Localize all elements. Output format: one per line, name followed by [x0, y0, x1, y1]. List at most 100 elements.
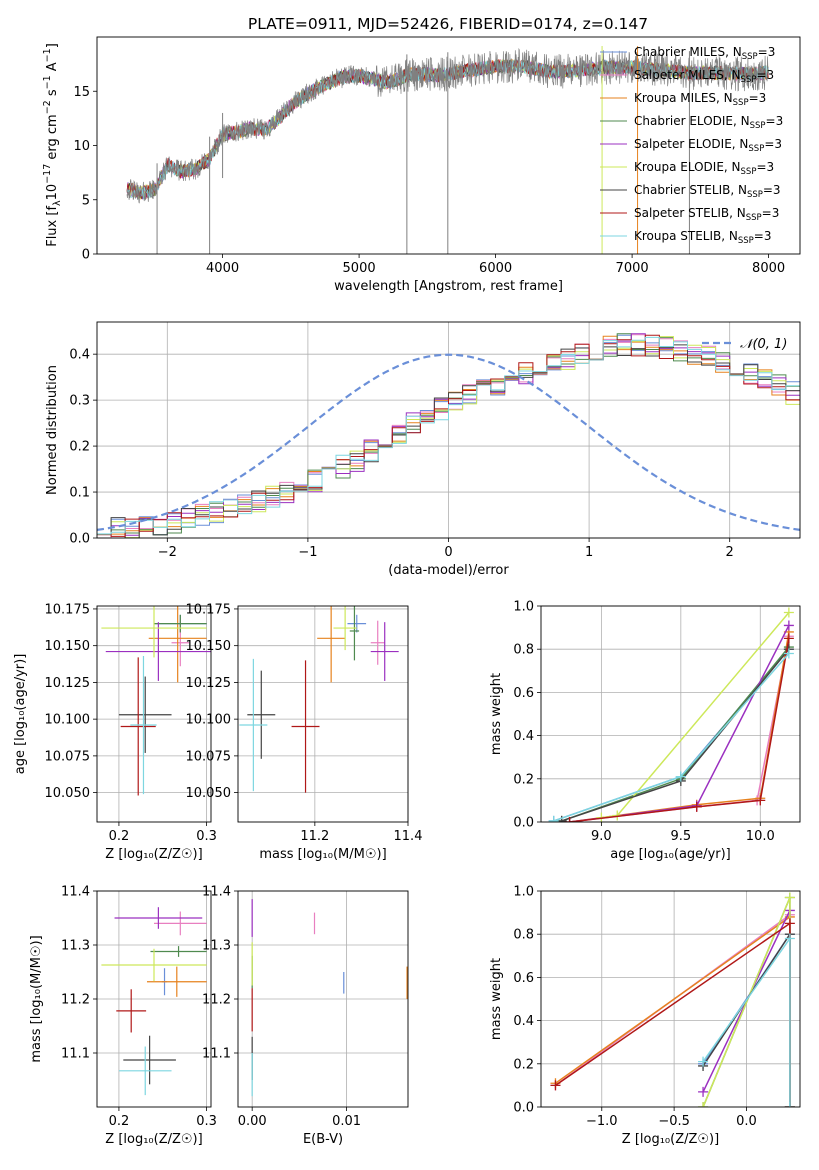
legend-label-part: =3: [764, 137, 782, 151]
x-tick-label: 0.00: [238, 1114, 267, 1129]
y-tick-label: 11.4: [202, 885, 231, 900]
x-tick-label: 0: [444, 545, 452, 560]
y-tick-label: 11.2: [202, 993, 231, 1008]
plot-area: [251, 899, 408, 1097]
errorbar-point: [347, 614, 367, 633]
mass-weight-marker: [698, 1086, 709, 1097]
y-tick-label: 0.2: [513, 772, 534, 787]
legend-label: Kroupa MILES, NSSP=3: [634, 91, 766, 108]
axes-frame: [96, 890, 212, 1108]
legend-label-part: SSP: [741, 75, 757, 85]
errorbar-point: [370, 620, 385, 665]
y-tick-label: 0.6: [513, 971, 534, 986]
axes-frame: [540, 890, 801, 1108]
x-axis-label: E(B-V): [303, 1132, 343, 1147]
legend-label: Chabrier STELIB, NSSP=3: [634, 183, 781, 200]
y-tick-label: 1.0: [513, 885, 534, 900]
mass-weight-marker: [784, 933, 795, 944]
mass-weight-marker: [783, 607, 794, 618]
axes-frame: [96, 605, 212, 823]
legend-label-part: =3: [763, 183, 781, 197]
axes-frame: [237, 890, 409, 1108]
panel-mass-vs-Z: 0.2 0.3 11.1 11.2 11.3 11.4 Z [log₁₀(Z/Z☉)] mas…: [29, 885, 217, 1148]
x-tick-label: −0.5: [658, 1114, 690, 1129]
y-tick-label: 0.2: [513, 1057, 534, 1072]
y-axis-label: age [log₁₀(age/yr)]: [13, 654, 28, 775]
legend-label-part: =3: [754, 229, 772, 243]
y-tick-label: 0.4: [513, 1014, 534, 1029]
mass-weight-marker: [550, 1080, 561, 1091]
y-tick-label: 10.075: [186, 749, 232, 764]
x-tick-label: 0.01: [332, 1114, 361, 1129]
legend-label-part: Salpeter MILES, N: [634, 68, 741, 82]
y-tick-label: 11.1: [61, 1047, 90, 1062]
x-tick-label: 0.2: [109, 829, 130, 844]
errorbar-point: [247, 670, 276, 759]
panel-mw-vs-age: 9.0 9.5 10.0 0.0 0.2 0.4 0.6 0.8 1.0 age [log₁₀(a…: [489, 600, 801, 862]
axes-frame: [96, 321, 801, 539]
x-tick-label: 0.3: [196, 829, 217, 844]
plot-area: [101, 606, 211, 796]
legend-label: 𝒩(0, 1): [740, 337, 787, 352]
y-axis-label-part: −17: [42, 164, 53, 184]
errorbar-point: [239, 658, 268, 792]
x-tick-label: 6000: [479, 261, 512, 276]
mass-weight-marker: [675, 771, 686, 782]
mass-weight-marker: [564, 817, 575, 822]
legend-label-part: =3: [758, 45, 776, 59]
plot-area: [126, 46, 769, 254]
legend-label-part: SSP: [742, 52, 758, 62]
x-tick-label: 11.2: [300, 829, 329, 844]
x-tick-label: −2: [158, 545, 177, 560]
normal-curve: [97, 353, 800, 531]
y-tick-label: 10.175: [186, 602, 232, 617]
errorbar-point: [123, 1035, 176, 1085]
x-axis-label: mass [log₁₀(M/M☉)]: [259, 847, 386, 862]
x-tick-label: 0.0: [736, 1114, 757, 1129]
legend-label-part: SSP: [733, 98, 749, 108]
plot-area: [239, 606, 399, 793]
y-tick-label: 0.0: [513, 816, 534, 831]
y-tick-label: 0.8: [513, 643, 534, 658]
errorbar-point: [349, 606, 360, 661]
panel-spectrum: 4000 5000 6000 7000 8000 0 5 10 15 wavelength [An…: [42, 36, 801, 294]
legend-label-part: Chabrier ELODIE, N: [634, 114, 750, 128]
y-tick-label: 15: [73, 85, 90, 100]
x-axis-label: Z [log₁₀(Z/Z☉)]: [105, 1132, 202, 1147]
mass-weight-marker: [783, 648, 794, 659]
x-tick-label: 7000: [616, 261, 649, 276]
y-tick-label: 10.075: [45, 749, 91, 764]
y-tick-label: 0.0: [513, 1101, 534, 1116]
x-tick-label: −1.0: [586, 1114, 618, 1129]
y-tick-label: 10.050: [45, 786, 91, 801]
y-tick-label: 0.1: [69, 486, 90, 501]
axes-frame: [96, 36, 801, 255]
errorbar-point: [150, 946, 207, 957]
histogram-line: [97, 334, 800, 537]
x-axis-label: wavelength [Angstrom, rest frame]: [334, 279, 563, 294]
y-tick-label: 10.125: [186, 676, 232, 691]
legend-label-part: Kroupa STELIB, N: [634, 229, 738, 243]
y-tick-label: 10.150: [45, 639, 91, 654]
errorbar-point: [118, 676, 172, 753]
errorbar-point: [146, 966, 207, 997]
plot-area: [550, 892, 795, 1107]
y-tick-label: 11.3: [202, 939, 231, 954]
x-tick-label: 9.0: [591, 829, 612, 844]
y-tick-label: 10: [73, 139, 90, 154]
legend-label-part: Salpeter ELODIE, N: [634, 137, 748, 151]
errorbar-point: [116, 989, 147, 1033]
mass-weight-marker: [691, 801, 702, 812]
errorbar-point: [291, 660, 320, 793]
y-tick-label: 11.1: [202, 1047, 231, 1062]
panel-mw-vs-Z: −1.0 −0.5 0.0 0.0 0.2 0.4 0.6 0.8 1.0 Z [log₁₀(Z/…: [489, 885, 801, 1147]
legend-label-part: Kroupa ELODIE, N: [634, 160, 741, 174]
y-tick-label: 0.2: [69, 440, 90, 455]
y-tick-label: 10.050: [186, 786, 232, 801]
y-axis-label-part: A: [45, 62, 60, 75]
legend-label-part: SSP: [748, 144, 764, 154]
legend-label: Salpeter ELODIE, NSSP=3: [634, 137, 782, 154]
legend-label: Salpeter MILES, NSSP=3: [634, 68, 774, 85]
x-tick-label: 0.3: [196, 1114, 217, 1129]
